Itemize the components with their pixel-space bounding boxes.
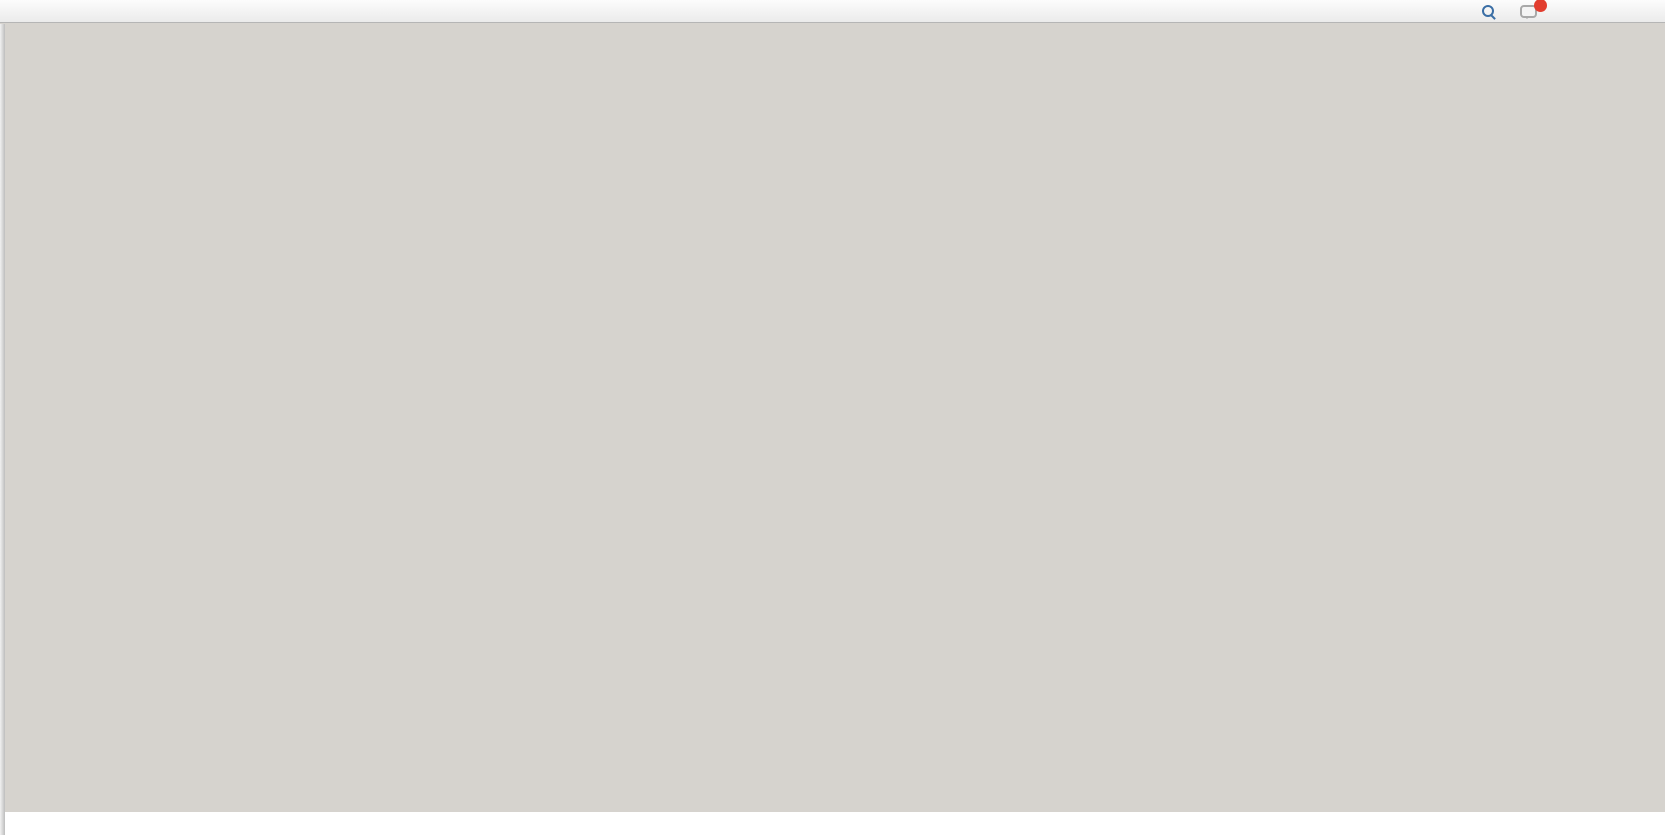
search-icon[interactable] <box>1474 1 1502 22</box>
chat-bubble-icon <box>1519 4 1537 19</box>
toolbar-right <box>1473 0 1547 22</box>
magnifier-icon <box>1482 5 1494 17</box>
toolbar <box>0 0 1665 23</box>
chat-icon[interactable] <box>1514 0 1547 22</box>
window-edge <box>0 24 5 835</box>
time-axis[interactable] <box>0 812 1665 835</box>
notification-badge <box>1534 0 1547 12</box>
